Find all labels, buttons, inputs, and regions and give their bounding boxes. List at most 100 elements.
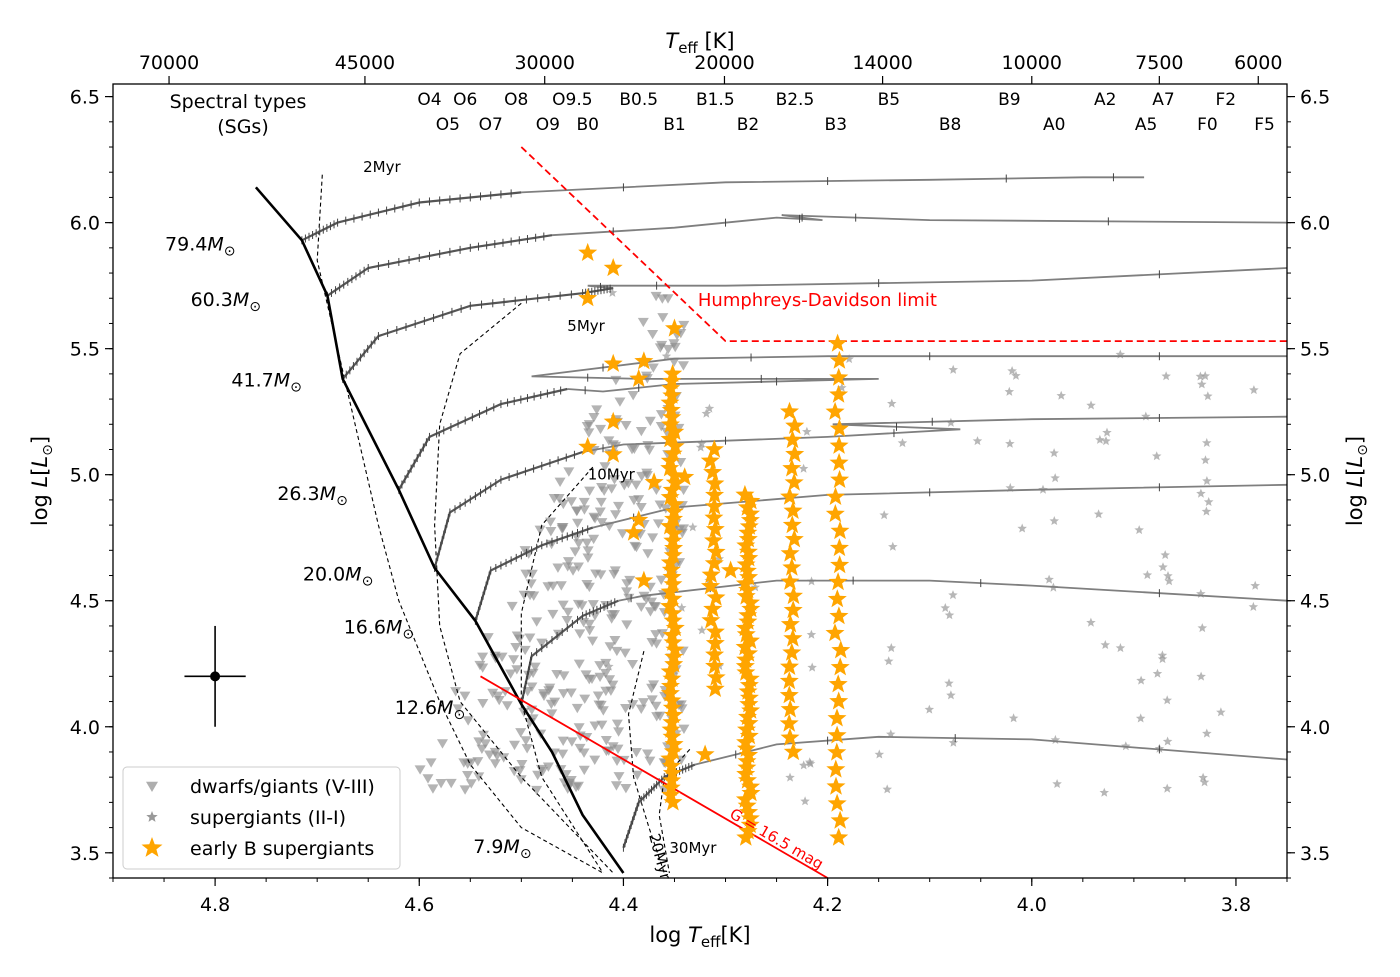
dwarf-giant-point <box>545 517 557 527</box>
early-b-supergiant-point <box>780 614 800 633</box>
dwarf-giant-point <box>462 716 474 726</box>
supergiant-point <box>948 737 959 747</box>
early-b-supergiant-point <box>739 567 759 586</box>
early-b-supergiant-point <box>661 676 680 695</box>
early-b-supergiant-point <box>830 521 850 540</box>
dwarf-giant-point <box>557 749 569 760</box>
dwarf-giant-point <box>536 638 548 649</box>
dwarf-giant-point <box>628 495 640 506</box>
dwarf-giant-point <box>595 497 607 508</box>
spectral-type-label: B5 <box>878 90 900 110</box>
early-b-supergiant-point <box>736 738 756 757</box>
supergiant-point <box>1202 476 1212 486</box>
dwarf-giant-point <box>524 633 536 643</box>
early-b-supergiant-point <box>780 486 800 505</box>
dwarf-giant-point <box>427 784 439 794</box>
dwarf-giant-point <box>627 700 639 710</box>
supergiant-point <box>1134 525 1144 535</box>
early-b-supergiant-point <box>662 668 682 687</box>
spectral-type-label: F0 <box>1197 115 1218 135</box>
dwarf-giant-point <box>630 748 642 758</box>
early-b-supergiant-point <box>826 759 846 778</box>
supergiant-point <box>695 442 706 452</box>
supergiant-point <box>888 541 898 551</box>
early-b-supergiant-point <box>779 713 799 732</box>
early-b-supergiant-point <box>780 543 800 562</box>
supergiant-point <box>1248 601 1259 611</box>
dwarf-giant-point <box>582 546 594 556</box>
supergiant-point <box>688 522 698 532</box>
supergiant-point <box>1163 571 1173 580</box>
supergiant-point <box>1203 497 1214 506</box>
dwarf-giant-point <box>477 730 489 741</box>
dwarf-giant-point <box>565 497 577 507</box>
top-tick-label: 30000 <box>514 52 574 74</box>
supergiant-point <box>883 656 894 666</box>
supergiant-point <box>1250 580 1260 590</box>
early-b-supergiant-point <box>662 727 682 746</box>
x-axis-label: log Teff[K] <box>649 923 750 951</box>
early-b-supergiant-point <box>603 444 623 463</box>
dwarf-giant-point <box>644 607 656 617</box>
early-b-supergiant-point <box>739 694 759 713</box>
y-tick-label-left: 3.5 <box>70 843 100 865</box>
x-tick-label: 3.8 <box>1221 894 1251 916</box>
early-b-supergiant-point <box>706 542 726 561</box>
isochrone-20Myr <box>627 650 665 874</box>
early-b-supergiant-point <box>660 552 680 571</box>
early-b-supergiant-point <box>780 571 800 590</box>
dwarf-giant-point <box>587 636 599 647</box>
dwarf-giant-point <box>516 760 528 770</box>
dwarf-giant-point <box>642 749 654 759</box>
supergiant-point <box>1160 550 1170 560</box>
supergiant-point <box>1004 386 1015 396</box>
dwarf-giant-point <box>656 294 668 304</box>
dwarf-giant-point <box>578 497 590 508</box>
supergiant-point <box>1164 576 1174 586</box>
dwarf-giant-point <box>477 663 489 673</box>
track-mass-label: 41.7M⊙ <box>231 369 301 395</box>
dwarf-giant-point <box>616 529 628 539</box>
dwarf-giant-point <box>654 711 666 722</box>
dwarf-giant-point <box>572 518 584 529</box>
early-b-supergiant-point <box>826 486 845 505</box>
early-b-supergiant-point <box>660 683 680 702</box>
supergiant-point <box>1115 643 1126 653</box>
supergiant-point <box>661 351 672 361</box>
early-b-supergiant-point <box>644 472 664 491</box>
dwarf-giant-point <box>650 291 662 302</box>
dwarf-giant-point <box>583 428 595 438</box>
early-b-supergiant-point <box>661 560 681 579</box>
early-b-supergiant-point <box>660 487 680 506</box>
supergiant-point <box>1141 411 1151 421</box>
dwarf-giant-point <box>620 703 632 714</box>
early-b-supergiant-point <box>629 510 649 529</box>
early-b-supergiant-point <box>578 242 598 261</box>
error-bar-point <box>210 671 221 682</box>
dwarf-giant-point <box>597 706 609 716</box>
dwarf-giant-point <box>630 480 642 490</box>
spectral-type-label: A2 <box>1094 90 1116 110</box>
early-b-supergiant-point <box>739 688 759 707</box>
dwarf-giant-point <box>491 751 503 761</box>
isochrone-10Myr <box>520 466 604 874</box>
dwarf-giant-point <box>571 703 583 714</box>
dwarf-giant-point <box>646 695 658 705</box>
supergiant-point <box>1197 623 1208 633</box>
early-b-supergiant-point <box>704 439 724 458</box>
dwarf-giant-point <box>605 686 617 696</box>
supergiant-point <box>701 408 712 418</box>
supergiant-point <box>946 690 956 700</box>
y-tick-label-left: 4.0 <box>70 717 100 739</box>
dwarf-giant-point <box>636 471 648 482</box>
dwarf-giant-point <box>588 534 600 545</box>
dwarf-giant-point <box>589 611 601 621</box>
spectral-type-label: F2 <box>1215 90 1236 110</box>
track-post-ms <box>587 267 1287 290</box>
early-b-supergiant-point <box>662 763 682 782</box>
early-b-supergiant-point <box>783 600 803 619</box>
supergiant-point <box>805 758 816 768</box>
dwarf-giant-point <box>508 766 520 777</box>
dwarf-giant-point <box>472 757 484 767</box>
supergiant-point <box>1162 736 1173 746</box>
